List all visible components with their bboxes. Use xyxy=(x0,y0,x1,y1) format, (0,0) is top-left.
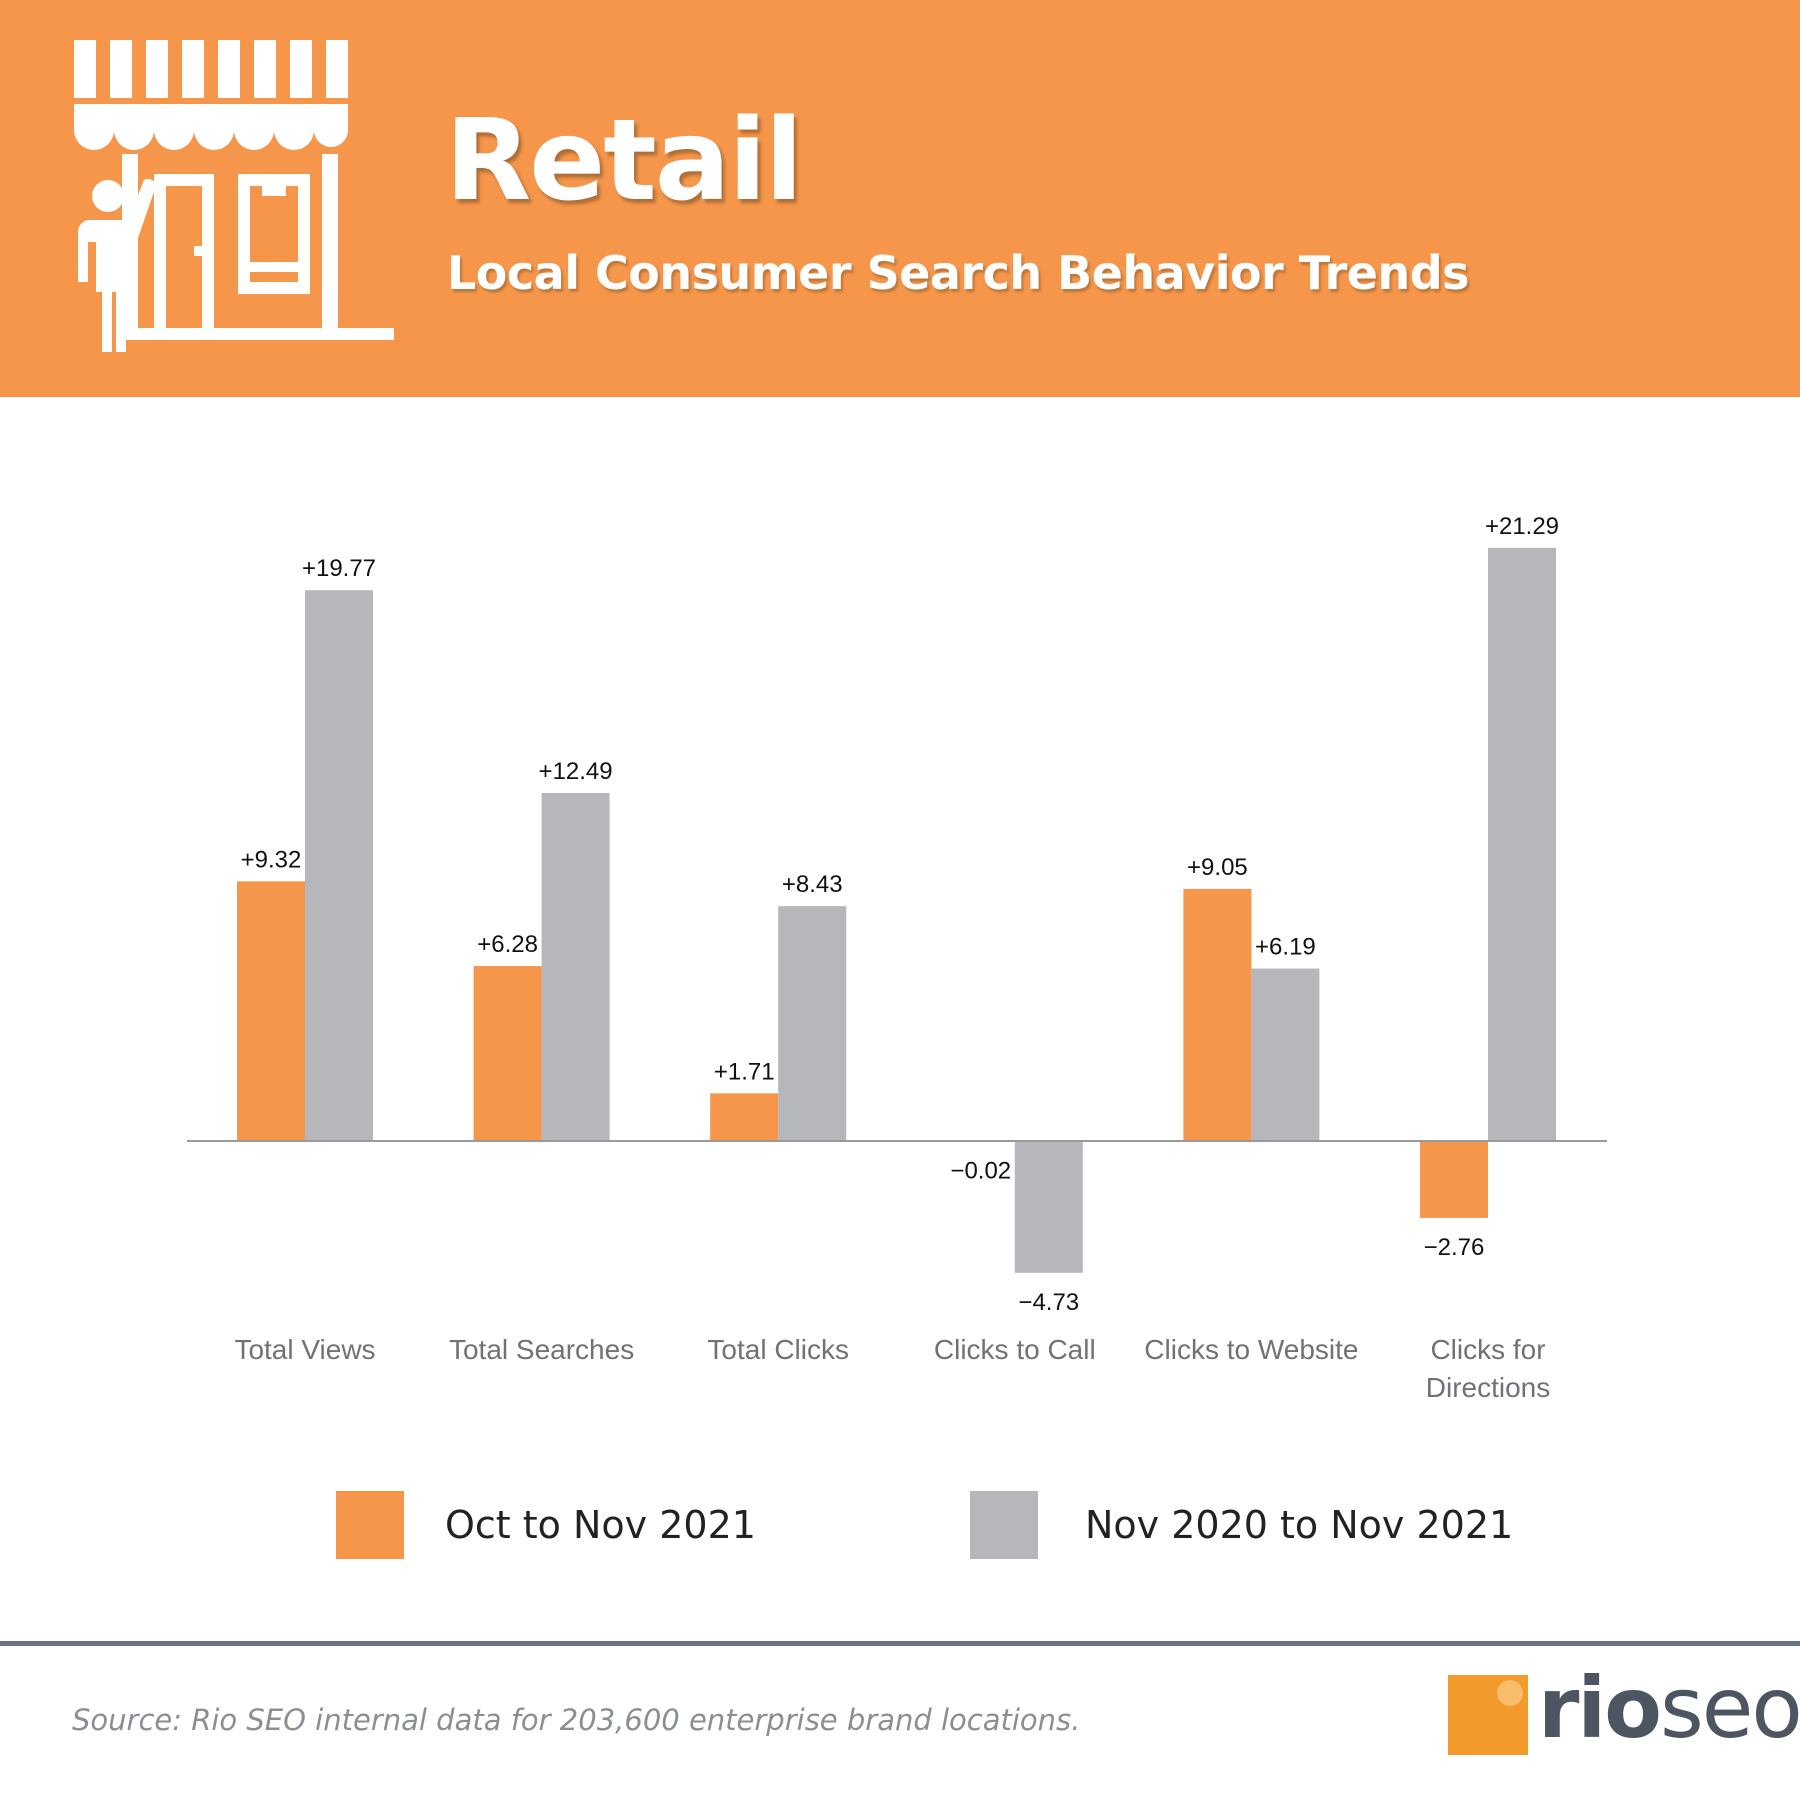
legend-swatch-series1 xyxy=(336,1491,404,1559)
storefront-icon xyxy=(74,40,394,352)
category-label-clicks-to-call: Clicks to Call xyxy=(934,1334,1096,1365)
bar-series1-total-searches xyxy=(473,966,542,1141)
data-label-series2-clicks-to-website: +6.19 xyxy=(1255,934,1316,961)
logo-seo: seo xyxy=(1659,1659,1800,1757)
footer-divider xyxy=(0,1641,1800,1646)
page-title: Retail xyxy=(445,96,803,226)
data-label-series2-total-searches: +12.49 xyxy=(539,758,613,785)
data-label-series1-total-views: +9.32 xyxy=(241,846,302,873)
header-banner: Retail Local Consumer Search Behavior Tr… xyxy=(0,0,1800,397)
category-label-total-clicks: Total Clicks xyxy=(707,1334,849,1365)
bar-series2-clicks-to-call xyxy=(1014,1141,1083,1273)
bar-series2-clicks-to-website xyxy=(1251,968,1320,1141)
source-note: Source: Rio SEO internal data for 203,60… xyxy=(72,1703,1081,1737)
data-label-series2-clicks-for-directions: +21.29 xyxy=(1485,513,1559,540)
bar-series2-total-searches xyxy=(541,793,610,1141)
category-label-clicks-to-website: Clicks to Website xyxy=(1144,1334,1358,1365)
legend-label-series2: Nov 2020 to Nov 2021 xyxy=(1085,1503,1514,1547)
bar-series1-total-views xyxy=(237,881,305,1141)
data-label-series1-total-searches: +6.28 xyxy=(477,931,538,958)
page-subtitle: Local Consumer Search Behavior Trends xyxy=(447,246,1470,300)
rio-seo-logo: rioseo xyxy=(1538,1666,1800,1750)
data-label-series2-total-views: +19.77 xyxy=(302,555,376,582)
category-label-clicks-for-directions: Directions xyxy=(1426,1372,1550,1403)
bar-series1-clicks-to-website xyxy=(1183,888,1252,1141)
bar-series1-total-clicks xyxy=(710,1093,779,1141)
bar-series1-clicks-for-directions xyxy=(1420,1141,1488,1218)
data-label-series1-clicks-to-call: −0.02 xyxy=(950,1158,1011,1185)
data-label-series2-clicks-to-call: −4.73 xyxy=(1018,1289,1079,1316)
data-label-series1-clicks-for-directions: −2.76 xyxy=(1424,1234,1485,1261)
category-label-total-views: Total Views xyxy=(234,1334,375,1365)
bar-series2-clicks-for-directions xyxy=(1488,547,1556,1141)
category-label-total-searches: Total Searches xyxy=(449,1334,634,1365)
bar-series2-total-views xyxy=(305,590,373,1141)
category-label-clicks-for-directions: Clicks for xyxy=(1430,1334,1545,1365)
logo-rio: rio xyxy=(1538,1659,1662,1757)
bar-chart: +9.32 +19.77 Total Views +6.28 +12.49 Total S… xyxy=(187,513,1607,1403)
legend-swatch-series2 xyxy=(970,1491,1038,1559)
legend-label-series1: Oct to Nov 2021 xyxy=(445,1503,756,1547)
rio-seo-logo-mark-icon xyxy=(1448,1675,1528,1755)
bar-series2-total-clicks xyxy=(778,906,847,1141)
data-label-series1-clicks-to-website: +9.05 xyxy=(1187,854,1248,881)
data-label-series2-total-clicks: +8.43 xyxy=(782,871,843,898)
data-label-series1-total-clicks: +1.71 xyxy=(714,1058,775,1085)
